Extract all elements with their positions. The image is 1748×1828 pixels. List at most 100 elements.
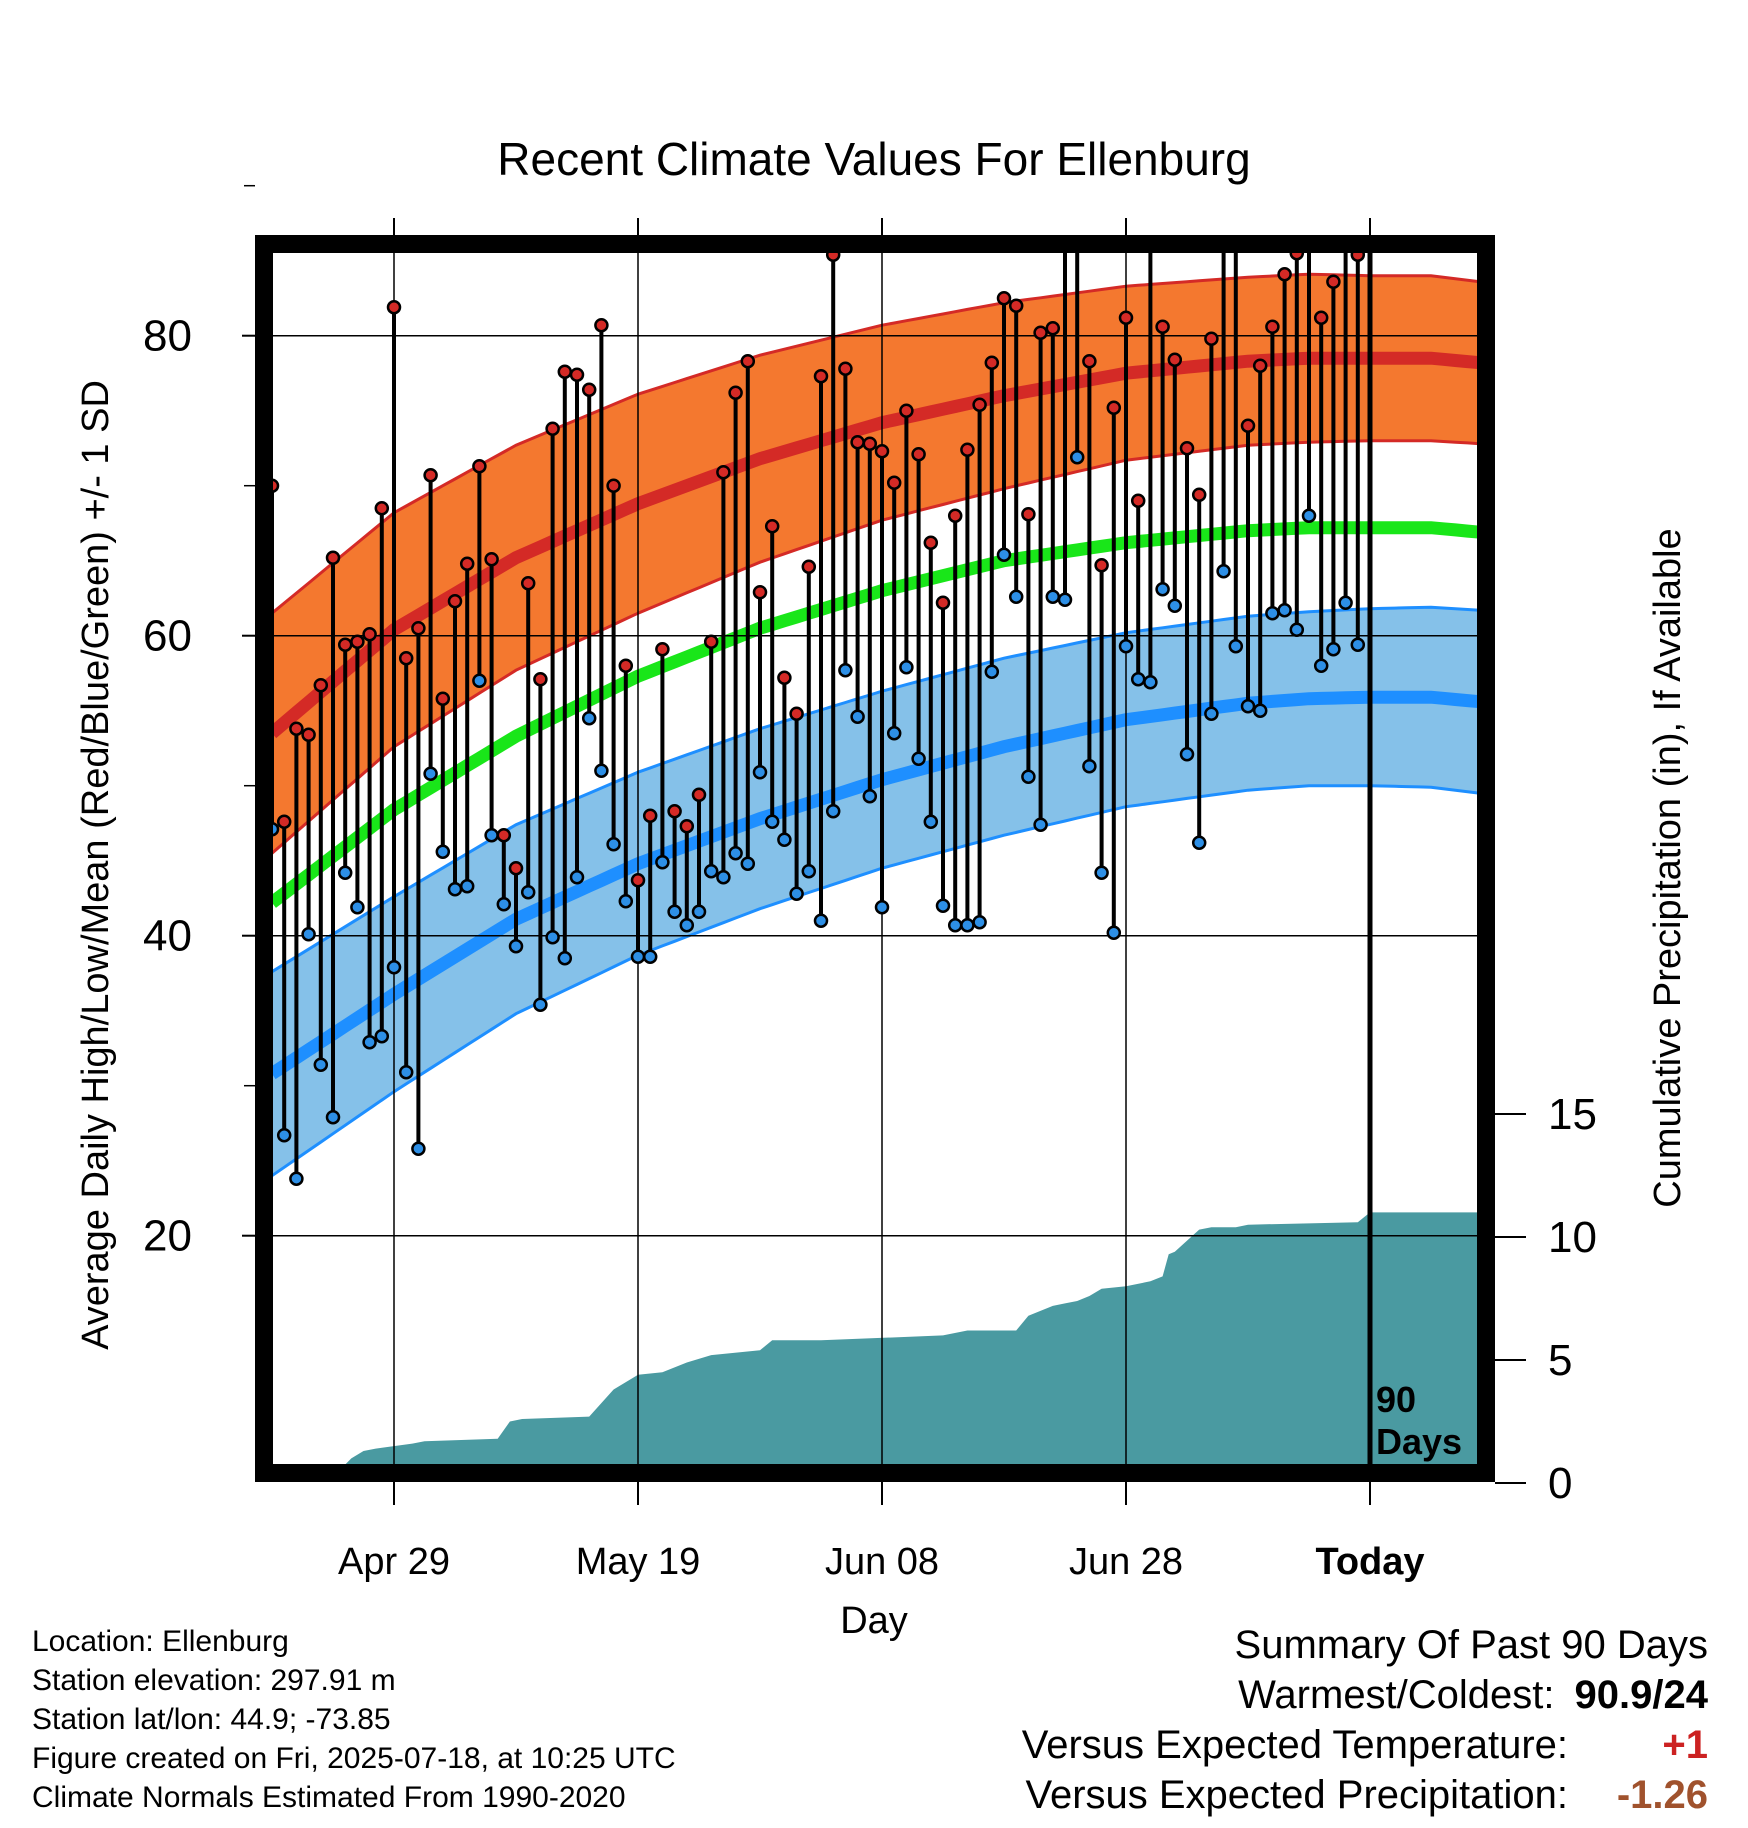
daily-low-point: [911, 751, 926, 766]
precip-value: -1.26: [1616, 1773, 1708, 1817]
x-tick-label: Jun 28: [1069, 1541, 1183, 1583]
daily-low-point: [1082, 758, 1097, 774]
daily-low-point: [1277, 602, 1292, 618]
daily-high-point: [777, 670, 792, 685]
daily-high-point: [923, 535, 939, 550]
daily-high-point: [1277, 266, 1292, 282]
daily-high-point: [1340, 190, 1352, 202]
daily-low-point: [508, 938, 524, 954]
warmest-label: Warmest/Coldest:: [1238, 1673, 1555, 1717]
daily-high-point: [996, 290, 1012, 306]
summary-warmest-row: Warmest/Coldest: 90.9/24: [1022, 1670, 1708, 1720]
daily-high-point: [1033, 325, 1048, 340]
daily-low-point: [301, 926, 316, 942]
daily-low-point: [1106, 925, 1122, 940]
daily-high-point: [1130, 493, 1146, 508]
daily-low-point: [996, 547, 1012, 562]
daily-high-point: [1179, 440, 1195, 456]
daily-high-point: [911, 446, 926, 462]
daily-low-point: [581, 710, 597, 726]
daily-high-point: [691, 787, 707, 802]
daily-high-point: [789, 706, 804, 721]
daily-high-point: [508, 860, 524, 876]
daily-low-point: [703, 863, 719, 879]
daily-high-point: [716, 464, 731, 480]
daily-low-point: [667, 904, 682, 919]
daily-low-point: [642, 949, 658, 964]
daily-low-point: [386, 959, 402, 975]
daily-low-point: [1179, 746, 1195, 762]
daily-low-point: [398, 1064, 414, 1080]
daily-low-point: [423, 766, 438, 781]
daily-low-point: [923, 814, 939, 829]
daily-low-point: [374, 1028, 390, 1044]
daily-low-point: [777, 832, 792, 847]
daily-low-point: [752, 764, 768, 780]
latlon-text: Station lat/lon: 44.9; -73.85: [32, 1703, 391, 1736]
y-left-tick-label: 80: [143, 312, 192, 361]
daily-low-point: [886, 725, 902, 741]
daily-high-point: [703, 634, 719, 649]
normal-bands: [272, 274, 1480, 1176]
daily-high-point: [423, 467, 438, 483]
daily-high-point: [1106, 400, 1122, 415]
daily-low-point: [691, 904, 707, 919]
daily-high-point: [1303, 192, 1315, 204]
daily-low-point: [1216, 563, 1231, 579]
daily-high-point: [960, 442, 975, 457]
summary-precip-row: Versus Expected Precipitation: -1.26: [1022, 1770, 1708, 1820]
daily-low-point: [1301, 508, 1317, 523]
daily-low-point: [972, 914, 987, 930]
daily-high-point: [850, 434, 865, 450]
high-sd-band: [272, 274, 1480, 854]
daily-high-point: [874, 443, 890, 459]
location-text: Location: Ellenburg: [32, 1625, 289, 1658]
temp-label: Versus Expected Temperature:: [1021, 1723, 1568, 1767]
daily-high-point: [374, 500, 390, 516]
daily-low-point: [447, 881, 463, 897]
daily-low-point: [716, 869, 731, 885]
daily-low-point: [813, 913, 829, 928]
daily-low-point: [1130, 671, 1146, 687]
daily-high-point: [752, 584, 768, 600]
daily-high-point: [728, 385, 743, 400]
daily-low-point: [838, 662, 853, 678]
precip-layer: [305, 1212, 1480, 1473]
daily-low-point: [801, 863, 817, 879]
daily-high-point: [484, 551, 499, 567]
daily-high-point: [1313, 310, 1329, 325]
precip-label: Versus Expected Precipitation:: [1025, 1773, 1568, 1817]
low-mean-line: [268, 690, 1481, 1080]
daily-low-point: [1118, 638, 1134, 654]
daily-low-point: [1338, 595, 1353, 610]
daily-low-point: [630, 949, 646, 964]
daily-high-point: [337, 637, 353, 652]
normal-lines: [267, 272, 1481, 1177]
daily-low-point: [960, 917, 975, 933]
low-lower-edge: [271, 784, 1480, 1177]
daily-high-point: [1218, 220, 1230, 232]
daily-low-point: [1143, 674, 1158, 690]
daily-high-point: [362, 626, 377, 642]
daily-low-point: [947, 917, 963, 933]
daily-low-point: [984, 664, 1000, 679]
y-axis-label-right: Cumulative Precipitation (in), If Availa…: [1647, 528, 1689, 1207]
daily-low-point: [789, 886, 804, 901]
daily-low-point: [435, 844, 451, 859]
daily-high-point: [1155, 319, 1170, 334]
daily-low-point: [325, 1109, 341, 1125]
daily-high-point: [1240, 418, 1256, 433]
daily-high-point: [472, 458, 487, 474]
daily-low-point: [862, 788, 878, 804]
x-axis-label: Day: [840, 1600, 908, 1642]
daily-low-point: [411, 1141, 426, 1156]
daily-high-point: [935, 595, 951, 610]
daily-high-point: [545, 421, 560, 436]
x-tick-label: Jun 08: [825, 1541, 939, 1583]
daily-low-point: [496, 896, 512, 912]
daily-high-point: [655, 641, 670, 657]
daily-low-point: [740, 856, 756, 871]
daily-high-point: [533, 671, 548, 687]
daily-low-point: [1045, 589, 1061, 604]
